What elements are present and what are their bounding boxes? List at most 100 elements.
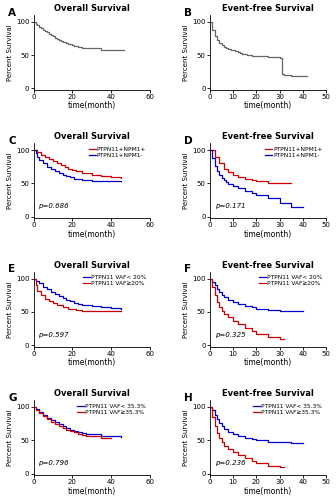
PTPN11 VAF< 20% bbox=[90, 303, 94, 309]
Text: A: A bbox=[8, 8, 16, 18]
PTPN11+NPM1+ bbox=[109, 174, 113, 180]
PTPN11 VAF< 35.3% bbox=[250, 436, 254, 442]
PTPN11 VAF< 20% bbox=[250, 304, 254, 310]
PTPN11 VAF< 35.3% bbox=[278, 440, 282, 446]
Line: PTPN11+NPM1+: PTPN11+NPM1+ bbox=[210, 150, 291, 184]
PTPN11+NPM1- bbox=[215, 168, 219, 174]
PTPN11 VAF< 20% bbox=[215, 286, 219, 292]
PTPN11 VAF< 35.3% bbox=[210, 408, 214, 414]
PTPN11 VAF< 20% bbox=[219, 292, 223, 298]
PTPN11 VAF< 35.3% bbox=[254, 438, 258, 444]
PTPN11 VAF< 35.3% bbox=[49, 418, 53, 424]
PTPN11 VAF≥35.3% bbox=[41, 414, 45, 420]
PTPN11 VAF≥20% bbox=[51, 300, 55, 306]
PTPN11+NPM1- bbox=[278, 200, 282, 206]
Y-axis label: Percent Survival: Percent Survival bbox=[7, 24, 13, 80]
PTPN11 VAF≥20% bbox=[254, 331, 258, 337]
Title: Event-free Survival: Event-free Survival bbox=[222, 389, 314, 398]
PTPN11 VAF< 20% bbox=[217, 289, 221, 295]
Line: PTPN11 VAF< 35.3%: PTPN11 VAF< 35.3% bbox=[210, 407, 303, 443]
PTPN11+NPM1+ bbox=[43, 154, 47, 160]
X-axis label: time(month): time(month) bbox=[244, 358, 292, 367]
Y-axis label: Percent Survival: Percent Survival bbox=[7, 152, 13, 209]
PTPN11 VAF< 35.3% bbox=[217, 420, 221, 426]
PTPN11 VAF≥20% bbox=[36, 288, 40, 294]
PTPN11+NPM1- bbox=[45, 164, 49, 170]
PTPN11 VAF< 35.3% bbox=[84, 430, 88, 436]
PTPN11+NPM1- bbox=[60, 172, 65, 178]
PTPN11 VAF≥20% bbox=[70, 306, 74, 312]
PTPN11+NPM1- bbox=[72, 176, 76, 182]
PTPN11+NPM1+ bbox=[213, 154, 217, 160]
PTPN11 VAF≥35.3% bbox=[210, 414, 214, 420]
Y-axis label: Percent Survival: Percent Survival bbox=[183, 410, 190, 466]
X-axis label: time(month): time(month) bbox=[68, 230, 116, 238]
PTPN11+NPM1+ bbox=[32, 147, 36, 153]
PTPN11 VAF≥35.3% bbox=[34, 406, 38, 412]
PTPN11 VAF< 35.3% bbox=[215, 416, 219, 422]
PTPN11 VAF≥35.3% bbox=[219, 440, 223, 446]
Text: p=0.597: p=0.597 bbox=[38, 332, 69, 338]
PTPN11+NPM1- bbox=[250, 190, 254, 196]
Legend: PTPN11 VAF< 35.3%, PTPN11 VAF≥35.3%: PTPN11 VAF< 35.3%, PTPN11 VAF≥35.3% bbox=[76, 403, 147, 415]
PTPN11 VAF< 35.3% bbox=[32, 404, 36, 410]
PTPN11 VAF< 35.3% bbox=[301, 440, 305, 446]
Title: Overall Survival: Overall Survival bbox=[54, 4, 130, 13]
PTPN11 VAF< 35.3% bbox=[222, 426, 226, 432]
PTPN11 VAF< 20% bbox=[226, 297, 230, 303]
Y-axis label: Percent Survival: Percent Survival bbox=[7, 410, 13, 466]
PTPN11 VAF< 35.3% bbox=[289, 440, 293, 446]
PTPN11 VAF≥35.3% bbox=[250, 458, 254, 464]
PTPN11 VAF≥20% bbox=[226, 314, 230, 320]
PTPN11 VAF< 20% bbox=[37, 280, 41, 286]
X-axis label: time(month): time(month) bbox=[244, 101, 292, 110]
PTPN11+NPM1+ bbox=[222, 166, 226, 172]
PTPN11 VAF≥35.3% bbox=[76, 430, 80, 436]
PTPN11+NPM1- bbox=[282, 200, 286, 206]
X-axis label: time(month): time(month) bbox=[68, 358, 116, 367]
PTPN11+NPM1+ bbox=[67, 166, 71, 172]
PTPN11+NPM1+ bbox=[39, 152, 43, 158]
Text: D: D bbox=[184, 136, 193, 146]
Line: PTPN11 VAF< 35.3%: PTPN11 VAF< 35.3% bbox=[34, 407, 121, 437]
PTPN11 VAF< 20% bbox=[84, 302, 88, 308]
X-axis label: time(month): time(month) bbox=[68, 486, 116, 496]
PTPN11 VAF≥20% bbox=[34, 282, 38, 288]
Legend: PTPN11 VAF< 20%, PTPN11 VAF≥20%: PTPN11 VAF< 20%, PTPN11 VAF≥20% bbox=[82, 275, 147, 287]
PTPN11 VAF≥35.3% bbox=[53, 422, 57, 428]
PTPN11 VAF< 35.3% bbox=[60, 424, 65, 430]
PTPN11 VAF≥20% bbox=[43, 296, 47, 302]
PTPN11+NPM1- bbox=[68, 174, 72, 180]
PTPN11+NPM1- bbox=[53, 168, 57, 174]
PTPN11 VAF< 20% bbox=[41, 284, 45, 290]
PTPN11 VAF≥20% bbox=[266, 334, 270, 340]
Legend: PTPN11+NPM1+, PTPN11+NPM1-: PTPN11+NPM1+, PTPN11+NPM1- bbox=[264, 146, 323, 158]
PTPN11 VAF≥35.3% bbox=[99, 434, 103, 440]
PTPN11+NPM1+ bbox=[90, 172, 94, 178]
PTPN11 VAF≥20% bbox=[213, 292, 217, 298]
PTPN11 VAF≥20% bbox=[32, 276, 36, 281]
PTPN11+NPM1+ bbox=[62, 164, 67, 170]
PTPN11+NPM1- bbox=[90, 178, 94, 184]
PTPN11 VAF≥20% bbox=[74, 307, 78, 313]
PTPN11+NPM1+ bbox=[36, 149, 40, 155]
PTPN11 VAF< 35.3% bbox=[41, 412, 45, 418]
PTPN11 VAF≥20% bbox=[55, 302, 59, 308]
PTPN11+NPM1+ bbox=[99, 173, 103, 179]
PTPN11 VAF< 20% bbox=[109, 305, 113, 311]
PTPN11 VAF< 20% bbox=[266, 307, 270, 313]
PTPN11+NPM1- bbox=[236, 185, 240, 191]
PTPN11 VAF< 35.3% bbox=[37, 408, 41, 414]
PTPN11 VAF≥35.3% bbox=[254, 460, 258, 466]
PTPN11 VAF≥20% bbox=[119, 308, 123, 314]
PTPN11+NPM1+ bbox=[80, 170, 84, 176]
Line: PTPN11 VAF≥35.3%: PTPN11 VAF≥35.3% bbox=[210, 407, 284, 467]
PTPN11 VAF≥20% bbox=[219, 308, 223, 314]
PTPN11 VAF≥35.3% bbox=[80, 432, 84, 438]
Line: PTPN11 VAF< 20%: PTPN11 VAF< 20% bbox=[210, 278, 303, 311]
PTPN11+NPM1- bbox=[65, 173, 69, 179]
Line: PTPN11+NPM1+: PTPN11+NPM1+ bbox=[34, 150, 121, 178]
PTPN11+NPM1+ bbox=[278, 180, 282, 186]
PTPN11 VAF< 20% bbox=[208, 276, 212, 281]
PTPN11+NPM1- bbox=[41, 160, 45, 166]
